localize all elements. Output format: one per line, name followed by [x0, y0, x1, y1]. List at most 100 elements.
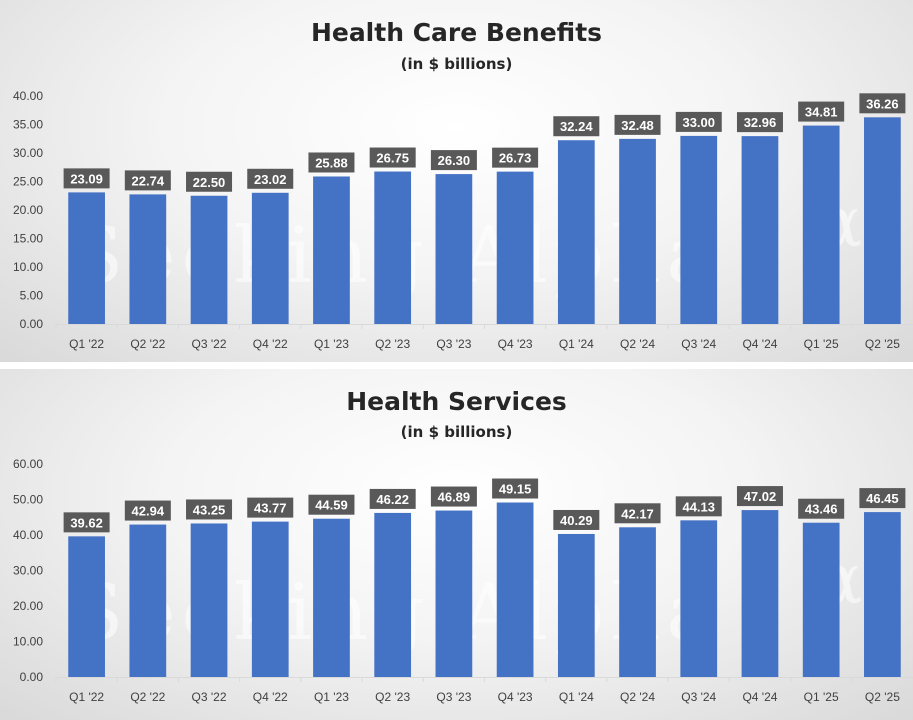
x-tick-label: Q1 '25: [804, 337, 839, 351]
bar: [68, 536, 105, 677]
bar: [435, 174, 473, 324]
bar: [864, 512, 901, 677]
y-tick-label: 20.00: [13, 203, 43, 217]
y-tick-label: 40.00: [13, 89, 43, 103]
bar: [557, 533, 595, 677]
x-tick-label: Q4 '22: [253, 337, 288, 351]
x-tick-label: Q2 '25: [865, 337, 900, 351]
data-label-box: [186, 499, 233, 520]
bar-chart-health-care-benefits: Seeking Alphaα0.005.0010.0015.0020.0025.…: [13, 89, 913, 351]
data-label: 32.24: [560, 119, 593, 134]
data-label: 36.26: [866, 96, 899, 111]
data-label-box: [63, 512, 110, 533]
data-label-box: [186, 171, 233, 192]
data-label: 26.75: [376, 151, 409, 166]
bar: [190, 195, 228, 324]
data-label-box: [614, 114, 661, 135]
bar: [619, 138, 656, 324]
data-label: 22.74: [132, 173, 165, 188]
data-label-box: [736, 112, 783, 133]
bar: [741, 510, 779, 677]
bar: [496, 171, 534, 324]
x-tick-label: Q1 '25: [804, 690, 839, 704]
data-label-box: [492, 147, 539, 168]
x-tick-label: Q2 '22: [130, 690, 165, 704]
data-label-box: [247, 497, 294, 518]
chart-subtitle: (in $ billions): [400, 423, 513, 441]
data-label: 39.62: [70, 515, 103, 530]
bar: [680, 135, 718, 324]
data-label: 42.94: [132, 504, 165, 519]
x-tick-label: Q2 '24: [620, 337, 655, 351]
x-tick-label: Q3 '23: [436, 337, 471, 351]
bar: [741, 136, 779, 324]
y-tick-label: 5.00: [20, 289, 44, 303]
x-tick-label: Q4 '24: [742, 690, 777, 704]
x-tick-label: Q2 '23: [375, 690, 410, 704]
data-label-box: [492, 478, 539, 499]
bar: [374, 171, 412, 324]
data-label-box: [553, 116, 600, 137]
bar: [680, 520, 718, 677]
y-tick-label: 35.00: [13, 118, 43, 132]
bar: [374, 512, 412, 677]
y-tick-label: 60.00: [13, 457, 43, 471]
bar: [129, 524, 167, 677]
data-label-box: [430, 486, 477, 507]
x-tick-label: Q2 '23: [375, 337, 410, 351]
data-label-box: [614, 503, 661, 524]
x-tick-label: Q3 '24: [681, 337, 716, 351]
chart-subtitle: (in $ billions): [400, 55, 513, 73]
data-label: 46.45: [866, 491, 899, 506]
data-label-box: [63, 168, 110, 189]
data-label-box: [308, 152, 355, 173]
y-tick-label: 20.00: [13, 599, 43, 613]
x-tick-label: Q1 '24: [559, 337, 594, 351]
x-tick-label: Q4 '24: [742, 337, 777, 351]
x-tick-label: Q1 '23: [314, 690, 349, 704]
y-tick-label: 10.00: [13, 260, 43, 274]
y-tick-label: 40.00: [13, 528, 43, 542]
x-tick-label: Q3 '23: [436, 690, 471, 704]
data-label: 44.13: [682, 499, 715, 514]
x-tick-label: Q4 '22: [253, 690, 288, 704]
data-label-box: [859, 93, 906, 114]
chart-panel-health-care-benefits: Health Care Benefits (in $ billions) See…: [0, 0, 913, 362]
data-label: 32.96: [744, 115, 777, 130]
data-label: 49.15: [499, 482, 532, 497]
data-label: 34.81: [805, 105, 838, 120]
data-label-box: [124, 170, 171, 191]
bar: [496, 502, 534, 677]
x-tick-label: Q4 '23: [498, 690, 533, 704]
bar: [802, 522, 840, 677]
y-tick-label: 15.00: [13, 232, 43, 246]
data-label: 43.46: [805, 502, 838, 517]
data-label-box: [124, 500, 171, 521]
data-label-box: [798, 101, 845, 122]
data-label-box: [798, 498, 845, 519]
chart-title: Health Services: [346, 387, 567, 416]
x-tick-label: Q3 '22: [192, 337, 227, 351]
data-label-box: [369, 147, 416, 168]
chart-divider: [0, 362, 913, 369]
x-tick-label: Q1 '22: [69, 337, 104, 351]
bar: [557, 140, 595, 324]
x-tick-label: Q1 '23: [314, 337, 349, 351]
bar: [251, 192, 289, 324]
data-label-box: [430, 150, 477, 171]
bar: [251, 521, 289, 677]
data-label-box: [859, 488, 906, 509]
data-label-box: [675, 111, 722, 132]
bar: [802, 125, 840, 324]
bar: [313, 518, 350, 677]
bar: [435, 510, 473, 677]
chart-title: Health Care Benefits: [310, 18, 603, 47]
x-tick-label: Q2 '22: [130, 337, 165, 351]
bar: [68, 192, 105, 324]
x-tick-label: Q1 '22: [69, 690, 104, 704]
data-label: 26.30: [438, 153, 471, 168]
x-tick-label: Q3 '22: [192, 690, 227, 704]
data-label: 46.89: [438, 490, 471, 505]
bar: [313, 176, 350, 324]
data-label: 33.00: [682, 115, 715, 130]
